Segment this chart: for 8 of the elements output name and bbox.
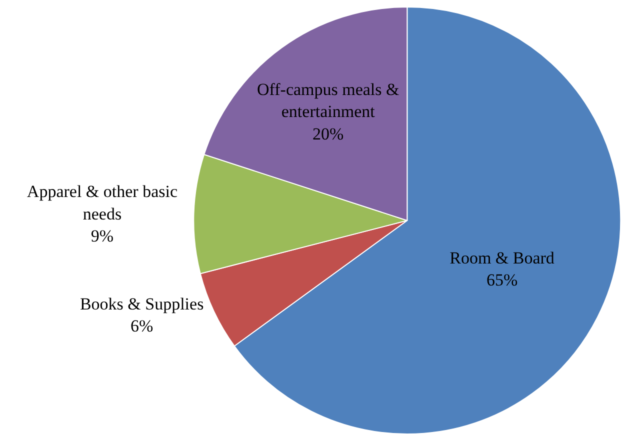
data-label: 20%	[312, 124, 344, 144]
data-label: 65%	[486, 270, 518, 290]
data-label: 6%	[130, 316, 154, 336]
slice-label: Books & Supplies	[80, 294, 204, 314]
data-label: 9%	[90, 226, 114, 246]
slice-label: Off-campus meals & entertainment	[256, 80, 400, 122]
slice-label: Apparel & other basic needs	[26, 182, 178, 224]
slice-label: Room & Board	[450, 248, 555, 268]
